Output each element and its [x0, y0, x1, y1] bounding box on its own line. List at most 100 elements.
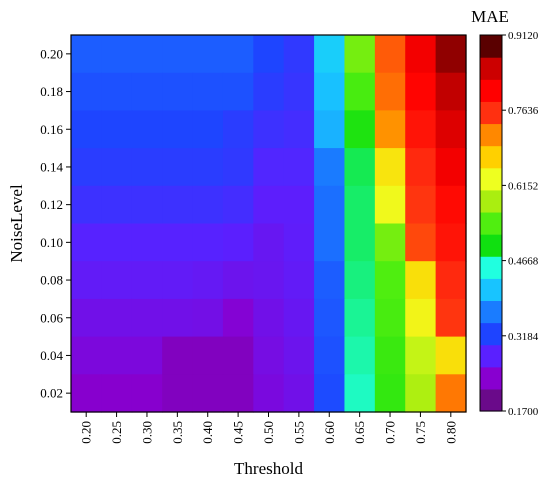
heatmap-cell [314, 185, 346, 225]
colorbar-tick-label: 0.1700 [508, 406, 539, 418]
heatmap-cell [253, 336, 285, 375]
heatmap-cell [283, 110, 315, 149]
x-axis: 0.20 0.25 0.30 0.35 0.40 0.45 0.50 0.55 0.60 0.65… [79, 412, 458, 444]
heatmap-cell [314, 148, 346, 187]
heatmap-cell [162, 336, 194, 375]
y-tick-label: 0.18 [40, 84, 63, 99]
y-tick-label: 0.06 [40, 310, 63, 325]
heatmap-cell [71, 374, 102, 413]
heatmap-cell [71, 298, 102, 338]
colorbar-ticks: 0.9120 0.7636 0.6152 0.4668 0.3184 0.1700 [502, 30, 539, 418]
heatmap-cell [314, 298, 346, 338]
y-axis: 0.20 0.18 0.16 0.14 0.12 0.10 0.08 0.06 0.04 0.02 [40, 46, 71, 401]
heatmap-cell [314, 374, 346, 413]
heatmap-cell [101, 148, 133, 187]
heatmap-cell [101, 223, 133, 262]
heatmap-cell [283, 298, 315, 338]
heatmap-cell [162, 374, 194, 413]
heatmap-cell [314, 110, 346, 149]
heatmap-cell [71, 185, 102, 225]
colorbar-segment [480, 300, 502, 324]
heatmap-cell [131, 185, 163, 225]
heatmap-cell [344, 298, 376, 338]
colorbar-segment [480, 101, 502, 125]
colorbar-frame [479, 34, 503, 412]
heatmap-cell [253, 223, 285, 262]
colorbar-tick-label: 0.4668 [508, 256, 539, 268]
heatmap-cell [314, 72, 346, 111]
heatmap-cell [435, 72, 467, 111]
heatmap-cell [344, 223, 376, 262]
heatmap-cell [253, 148, 285, 187]
y-tick-label: 0.14 [40, 159, 63, 174]
y-tick-label: 0.12 [40, 197, 63, 212]
heatmap-cell [192, 185, 224, 225]
x-tick-label: 0.75 [413, 421, 428, 444]
colorbar-segment [480, 366, 502, 390]
heatmap-cell [192, 35, 224, 74]
x-tick-label: 0.65 [352, 421, 367, 444]
heatmap-cell [71, 336, 102, 375]
x-tick-label: 0.60 [322, 421, 337, 444]
x-tick-label: 0.30 [139, 421, 154, 444]
x-tick-label: 0.55 [291, 421, 306, 444]
heatmap-cell [344, 35, 376, 74]
heatmap-cell [101, 35, 133, 74]
colorbar-segment [480, 388, 502, 412]
colorbar-segment [480, 145, 502, 169]
y-tick-label: 0.20 [40, 46, 63, 61]
heatmap-cell [192, 261, 224, 300]
heatmap-cell [222, 374, 254, 413]
heatmap-cell [435, 148, 467, 187]
heatmap-cell [405, 148, 437, 187]
heatmap-cell [131, 35, 163, 74]
heatmap-cell [344, 261, 376, 300]
heatmap-cell [101, 374, 133, 413]
heatmap-cell [374, 35, 406, 74]
heatmap-cell [192, 223, 224, 262]
heatmap-cell [374, 72, 406, 111]
heatmap-cell [374, 374, 406, 413]
heatmap-cell [314, 35, 346, 74]
heatmap-cell [253, 72, 285, 111]
colorbar-segment [480, 322, 502, 346]
heatmap-cell [101, 261, 133, 300]
heatmap-cell [405, 336, 437, 375]
heatmap-cell [222, 223, 254, 262]
heatmap-cell [222, 35, 254, 74]
heatmap-cell [192, 298, 224, 338]
heatmap-cell [131, 298, 163, 338]
heatmap-cell [374, 261, 406, 300]
x-tick-label: 0.25 [109, 421, 124, 444]
heatmap-cell [71, 35, 102, 74]
y-tick-label: 0.02 [40, 386, 63, 401]
x-tick-label: 0.35 [170, 421, 185, 444]
heatmap-cell [283, 261, 315, 300]
colorbar-segment [480, 123, 502, 147]
heatmap-cell [71, 72, 102, 111]
heatmap-cell [162, 261, 194, 300]
heatmap-cell [162, 110, 194, 149]
heatmap-cell [283, 223, 315, 262]
heatmap-cell [283, 185, 315, 225]
colorbar-segment [480, 57, 502, 80]
heatmap-cell [435, 261, 467, 300]
y-tick-label: 0.16 [40, 122, 63, 137]
heatmap-cell [71, 261, 102, 300]
heatmap-cell [344, 72, 376, 111]
colorbar-title: MAE [471, 7, 509, 26]
heatmap-cell [435, 35, 467, 74]
heatmap-cell [283, 72, 315, 111]
heatmap-cell [162, 35, 194, 74]
heatmap-cell [344, 374, 376, 413]
heatmap-cell [222, 261, 254, 300]
heatmap-cell [344, 148, 376, 187]
x-tick-label: 0.20 [79, 421, 94, 444]
x-axis-title: Threshold [234, 459, 303, 478]
colorbar-segment [480, 344, 502, 368]
heatmap-cell [374, 223, 406, 262]
heatmap-cell [101, 298, 133, 338]
y-axis-title: NoiseLevel [7, 184, 26, 263]
heatmap-cell [435, 223, 467, 262]
heatmap-cell [192, 110, 224, 149]
